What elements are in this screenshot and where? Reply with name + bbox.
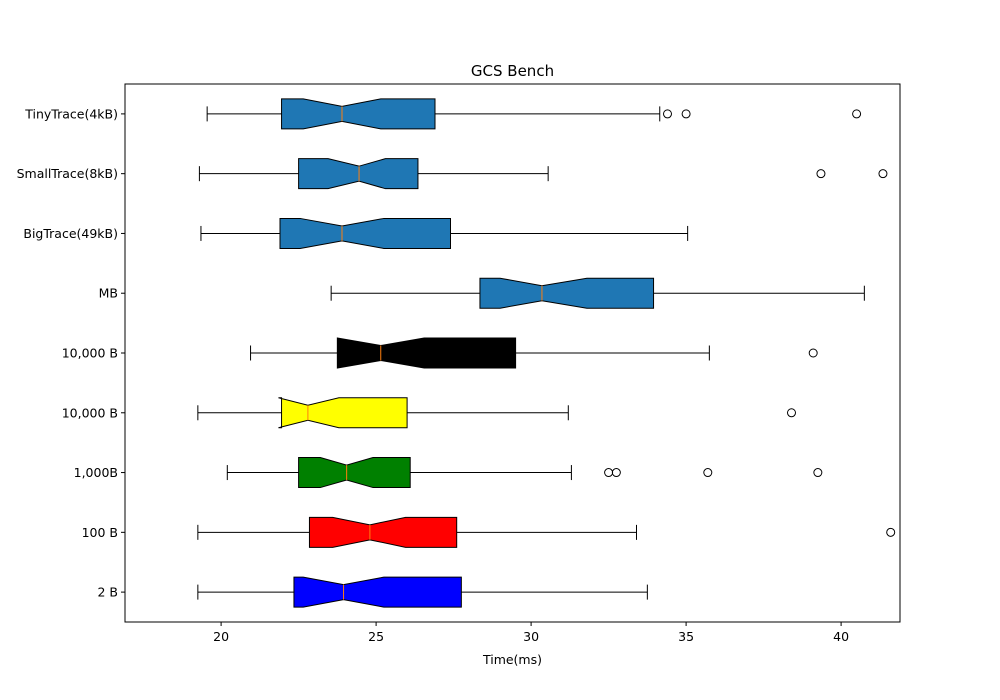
outlier-point [611, 468, 621, 478]
box [293, 576, 462, 608]
box-group [197, 516, 896, 548]
box [308, 516, 458, 548]
y-axis: TinyTrace(4kB) SmallTrace(8kB) BigTrace(49… [17, 106, 125, 600]
outlier-point [703, 468, 713, 478]
outlier-point [663, 109, 672, 119]
y-tick-label: TinyTrace(4kB) [24, 106, 118, 121]
plot-area [197, 98, 896, 608]
y-tick-label: MB [99, 286, 118, 301]
box-group [197, 397, 796, 429]
x-tick-label: 30 [523, 629, 539, 644]
box-group [206, 98, 862, 130]
outlier-point [787, 408, 796, 418]
x-tick-label: 20 [213, 629, 229, 644]
x-tick-label: 35 [678, 629, 694, 644]
box [279, 217, 451, 249]
x-axis-label: Time(ms) [482, 652, 542, 667]
y-tick-label: 1,000B [74, 465, 118, 480]
y-tick-label: SmallTrace(8kB) [17, 166, 118, 181]
box-group [200, 217, 689, 249]
box-group [330, 277, 865, 309]
y-tick-label: 100 B [82, 525, 118, 540]
x-tick-label: 25 [368, 629, 384, 644]
outlier-point [886, 527, 896, 537]
box-group [198, 158, 888, 190]
x-tick-label: 40 [833, 629, 849, 644]
y-tick-label: 10,000 B [62, 405, 118, 420]
box [298, 457, 411, 489]
box [479, 277, 655, 309]
box-group [226, 457, 823, 489]
outlier-point [813, 468, 823, 478]
box [278, 397, 408, 429]
box [336, 337, 517, 369]
chart-title: GCS Bench [471, 62, 554, 80]
box-group [197, 576, 648, 608]
box [281, 98, 436, 130]
x-axis: 20 25 30 35 40 [213, 622, 849, 644]
y-tick-label: 10,000 B [62, 346, 118, 361]
outlier-point [878, 169, 888, 179]
outlier-point [852, 109, 862, 119]
y-tick-label: BigTrace(49kB) [23, 226, 118, 241]
y-tick-label: 2 B [97, 585, 118, 600]
box [298, 158, 419, 190]
outlier-point [808, 348, 818, 358]
outlier-point [816, 169, 826, 179]
box-group [250, 337, 818, 369]
outlier-point [681, 109, 691, 119]
